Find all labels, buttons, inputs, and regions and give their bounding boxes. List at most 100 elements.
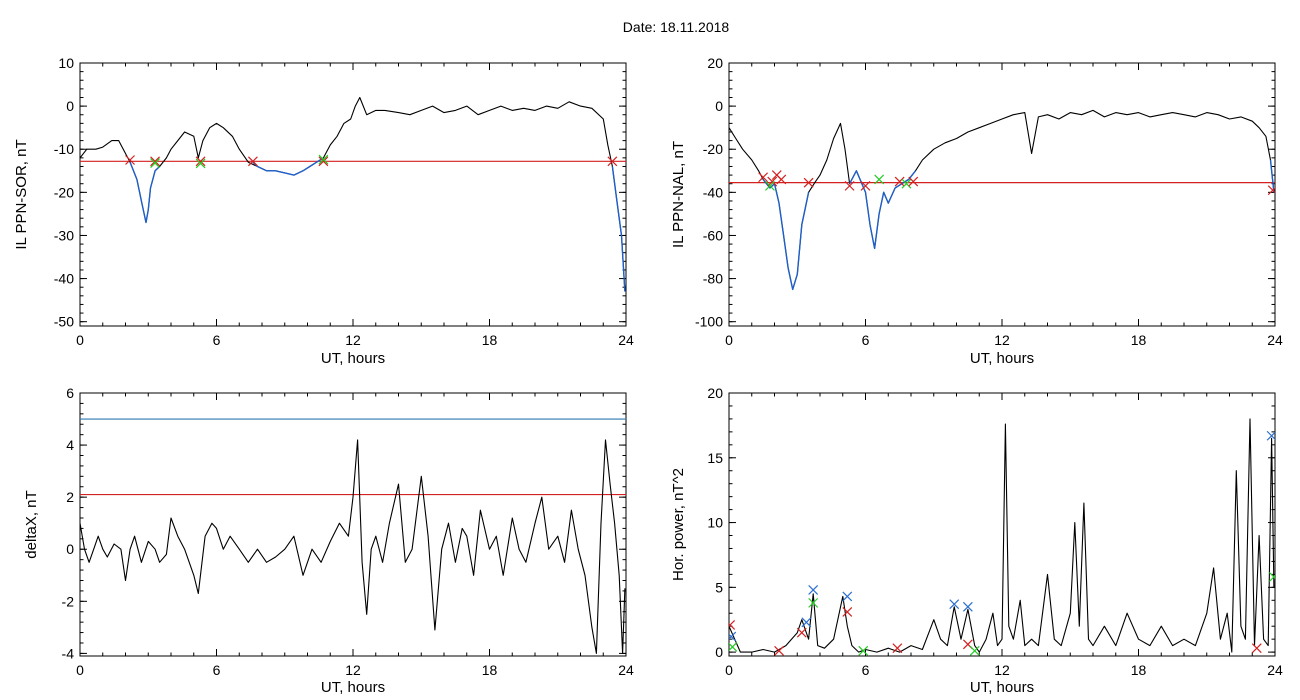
page-title: Date: 18.11.2018 <box>622 19 730 35</box>
y-axis-title: deltaX, nT <box>23 490 40 558</box>
y-tick-label: 0 <box>66 98 74 114</box>
event-marker <box>765 180 775 191</box>
y-axis-title: IL PPN-NAL, nT <box>670 141 687 248</box>
event-marker <box>796 627 807 638</box>
plot-area <box>80 96 626 292</box>
x-tick-label: 0 <box>76 662 84 678</box>
x-tick-label: 24 <box>618 662 634 678</box>
y-tick-label: 0 <box>66 541 74 557</box>
plot-area <box>80 418 626 654</box>
event-marker <box>195 156 206 167</box>
y-tick-label: -20 <box>54 184 74 200</box>
data-trace <box>80 96 626 292</box>
event-marker <box>860 180 871 191</box>
event-marker <box>729 631 737 642</box>
event-marker <box>729 619 736 630</box>
y-tick-label: 4 <box>66 437 74 453</box>
y-tick-label: 2 <box>66 489 74 505</box>
y-tick-label: 10 <box>707 515 723 531</box>
data-trace <box>80 439 626 654</box>
event-marker <box>858 645 869 656</box>
y-tick-label: -20 <box>703 141 723 157</box>
y-tick-label: 6 <box>66 385 74 401</box>
plot-frame <box>79 62 627 327</box>
x-tick-label: 24 <box>1267 332 1283 348</box>
x-axis-title: UT, hours <box>321 350 385 367</box>
event-marker <box>901 178 912 189</box>
x-axis-title: UT, hours <box>970 350 1034 367</box>
highlight-segment <box>129 161 161 224</box>
y-tick-label: -40 <box>54 271 74 287</box>
event-marker <box>894 176 905 187</box>
highlight-segment <box>611 166 626 292</box>
panel-ppn-nal: 0 6 12 18 24 -100 -80 -60 -40 -20 0 20 UT, hours IL P… <box>670 55 1283 367</box>
x-tick-label: 12 <box>994 662 1010 678</box>
x-axis-title: UT, hours <box>970 679 1034 696</box>
y-tick-label: 5 <box>715 579 723 595</box>
y-axis-title: Hor. power, nT^2 <box>670 468 687 581</box>
event-marker <box>874 174 885 185</box>
event-marker <box>842 607 853 617</box>
y-tick-label: -100 <box>695 314 723 330</box>
plot-frame <box>79 392 627 657</box>
event-marker <box>758 172 769 183</box>
y-tick-label: 10 <box>58 55 74 71</box>
x-tick-label: 12 <box>345 662 361 678</box>
y-tick-label: -10 <box>54 141 74 157</box>
data-trace <box>729 109 1275 290</box>
event-marker <box>808 585 819 595</box>
y-tick-label: -60 <box>703 227 723 243</box>
event-marker <box>1267 185 1275 196</box>
x-tick-label: 6 <box>862 332 870 348</box>
event-marker <box>774 645 784 656</box>
event-marker <box>247 156 258 167</box>
x-tick-label: 18 <box>1131 332 1147 348</box>
y-tick-label: 0 <box>715 98 723 114</box>
highlight-segment <box>1269 159 1275 193</box>
event-marker <box>318 156 329 167</box>
x-tick-label: 0 <box>725 332 733 348</box>
x-tick-label: 6 <box>862 662 870 678</box>
event-marker <box>892 643 903 654</box>
event-marker <box>842 591 853 602</box>
x-tick-label: 0 <box>725 662 733 678</box>
event-marker <box>195 158 206 169</box>
event-marker <box>1251 643 1262 654</box>
data-trace <box>729 418 1275 653</box>
highlight-segment <box>762 178 810 291</box>
plot-area <box>729 418 1275 656</box>
plot-frame <box>728 62 1276 327</box>
event-marker <box>908 176 919 187</box>
panel-hor-power: 0 6 12 18 24 0 5 10 15 20 UT, hours Hor. power, nT^… <box>670 385 1283 696</box>
event-marker <box>844 180 855 191</box>
x-tick-label: 0 <box>76 332 84 348</box>
x-tick-label: 18 <box>1131 662 1147 678</box>
event-marker <box>318 154 329 165</box>
panel-ppn-sor: 0 6 12 18 24 -50 -40 -30 -20 -10 0 10 UT, hours IL PP… <box>13 55 634 367</box>
y-tick-label: 20 <box>707 385 723 401</box>
y-tick-label: -30 <box>54 227 74 243</box>
x-tick-label: 18 <box>482 332 498 348</box>
event-marker <box>729 642 738 652</box>
event-marker <box>803 177 814 188</box>
x-tick-label: 12 <box>345 332 361 348</box>
event-marker <box>150 156 160 167</box>
event-marker <box>125 155 135 165</box>
x-axis-title: UT, hours <box>321 679 385 696</box>
event-marker <box>607 156 618 167</box>
x-tick-label: 18 <box>482 662 498 678</box>
x-tick-label: 24 <box>1267 662 1283 678</box>
y-tick-label: 20 <box>707 55 723 71</box>
event-marker <box>969 645 980 656</box>
event-marker <box>776 174 787 185</box>
y-tick-label: -4 <box>62 645 75 661</box>
event-marker <box>150 158 160 168</box>
plot-area <box>729 109 1275 291</box>
highlight-segment <box>252 157 324 176</box>
event-marker <box>808 597 819 608</box>
x-tick-label: 6 <box>213 662 221 678</box>
y-tick-label: 0 <box>715 644 723 660</box>
event-marker <box>801 617 812 628</box>
